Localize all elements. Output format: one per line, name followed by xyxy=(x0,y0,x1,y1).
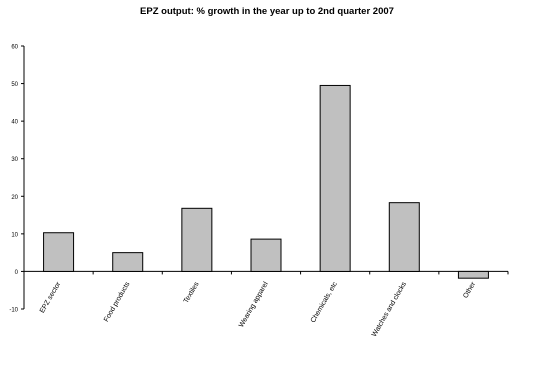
bar xyxy=(388,202,420,272)
bar xyxy=(457,270,489,279)
x-tick-label: Textiles xyxy=(183,280,201,304)
bar xyxy=(250,238,282,272)
x-tick-label: Chemicals, etc xyxy=(310,280,339,324)
y-tick-label: 0 xyxy=(15,270,19,276)
y-tick-label: -10 xyxy=(9,308,18,314)
y-tick-label: 40 xyxy=(11,120,18,126)
chart-title: EPZ output: % growth in the year up to 2… xyxy=(140,6,394,17)
y-tick-label: 50 xyxy=(11,82,18,88)
x-tick-label: Wearing apparel xyxy=(238,281,270,329)
bar xyxy=(112,252,144,272)
y-tick-label: 30 xyxy=(11,157,18,163)
bar xyxy=(181,207,213,272)
x-tick-label: Food products xyxy=(103,280,132,323)
y-tick-label: 60 xyxy=(11,45,18,51)
y-tick-label: 10 xyxy=(11,232,18,238)
y-tick-label: 20 xyxy=(11,195,18,201)
bar xyxy=(43,232,75,272)
bar xyxy=(319,84,351,272)
x-tick-label: Other xyxy=(462,280,477,299)
x-tick-label: Watches and clocks xyxy=(371,281,408,339)
x-tick-label: EPZ sector xyxy=(39,280,63,314)
